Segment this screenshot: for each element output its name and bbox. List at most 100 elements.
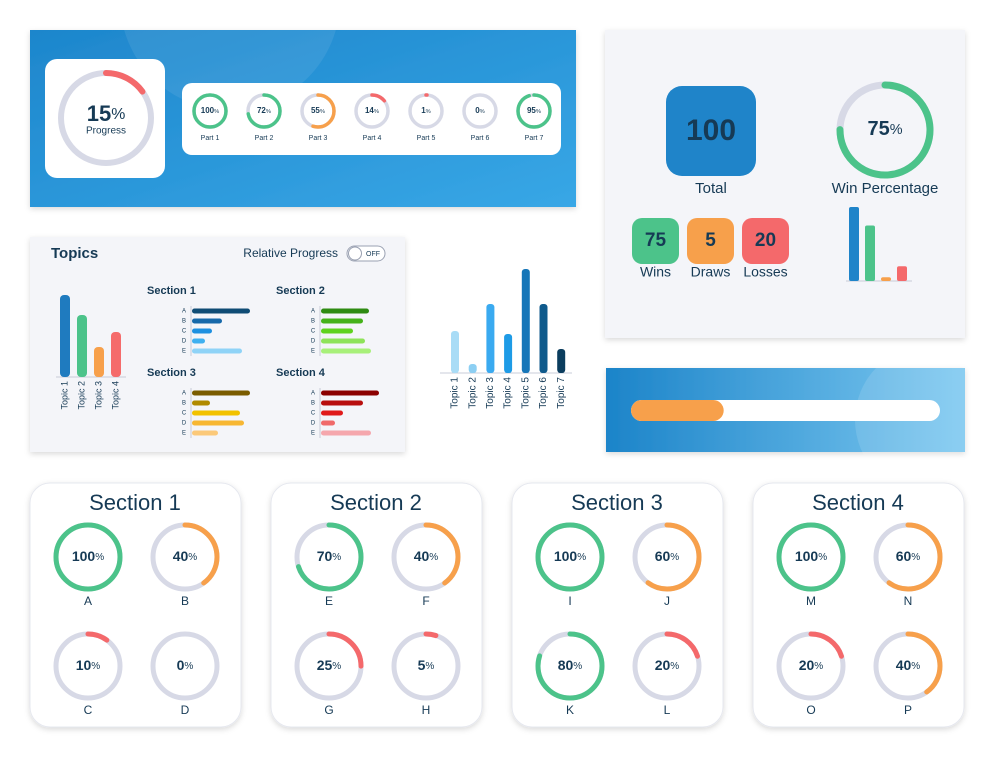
result-label: Draws	[691, 264, 731, 280]
ring-arc	[300, 93, 336, 129]
ring-value: 100%	[201, 106, 219, 115]
hbar	[192, 338, 205, 344]
ring-label: P	[904, 703, 912, 717]
total-label: Total	[695, 180, 727, 197]
bar	[60, 295, 70, 377]
ring-number: 100	[795, 548, 819, 564]
ring-number: 5	[418, 657, 426, 673]
ring-label: E	[325, 594, 333, 608]
row-label: B	[311, 401, 315, 407]
ring-number: 70	[317, 548, 333, 564]
row-label: D	[311, 339, 316, 345]
row-label: A	[182, 309, 186, 315]
hbar	[192, 348, 242, 354]
bar	[486, 304, 495, 373]
hbar	[321, 348, 371, 354]
ring-arc	[391, 522, 461, 592]
section-title: Section 2	[276, 285, 325, 297]
ring-label: N	[904, 594, 913, 608]
row-label: C	[311, 329, 316, 335]
ring-unit: %	[573, 661, 582, 672]
row-label: B	[182, 319, 186, 325]
ring-unit: %	[266, 109, 271, 115]
ring-value: 40%	[414, 548, 439, 564]
card-title: Section 4	[812, 490, 904, 515]
result-value: 75	[645, 230, 667, 251]
x-tick-label: Topic 7	[556, 377, 567, 409]
ring-value: 0%	[177, 657, 194, 673]
ring-number: 40	[896, 657, 912, 673]
ring-number: 55	[311, 106, 320, 115]
ring-unit: %	[670, 552, 679, 563]
toggle-label: Relative Progress	[243, 246, 338, 260]
ring-number: 25	[317, 657, 333, 673]
ring-track	[462, 93, 498, 129]
ring-number: 40	[414, 548, 430, 564]
ring-value: 55%	[311, 106, 325, 115]
ring-unit: %	[670, 661, 679, 672]
bar	[557, 349, 566, 373]
ring-arc	[391, 631, 461, 701]
ring-unit: %	[332, 552, 341, 563]
ring-unit: %	[214, 109, 219, 115]
result-value: 5	[705, 230, 716, 251]
result-tile	[687, 218, 734, 264]
result-tile	[632, 218, 679, 264]
row-label: B	[311, 319, 315, 325]
x-tick-label: Topic 2	[76, 381, 86, 410]
ring-label: Part 4	[363, 135, 382, 142]
x-tick-label: Topic 1	[59, 381, 69, 410]
hbar	[192, 308, 250, 314]
mini-bar	[849, 207, 859, 281]
section-card	[29, 482, 242, 728]
ring-value: 60%	[896, 548, 921, 564]
ring-label: O	[806, 703, 815, 717]
hbar	[192, 318, 222, 324]
section-title: Section 3	[147, 367, 196, 379]
row-label: E	[182, 349, 186, 355]
ring-value: 100%	[554, 548, 586, 564]
ring-value: 0%	[475, 106, 485, 115]
bar	[451, 331, 459, 373]
ring-value: 10%	[76, 657, 101, 673]
ring-arc	[354, 93, 390, 129]
hbar	[192, 410, 240, 416]
ring-label: D	[181, 703, 190, 717]
ring-unit: %	[890, 122, 903, 138]
ring-value: 40%	[173, 548, 198, 564]
ring-unit: %	[374, 109, 379, 115]
total-tile	[666, 86, 756, 176]
hbar	[321, 430, 371, 436]
ring-arc	[408, 93, 444, 129]
ring-value: 1%	[421, 106, 431, 115]
ring-arc	[294, 631, 364, 701]
ring-number: 60	[896, 548, 912, 564]
ring-number: 72	[257, 106, 266, 115]
row-label: D	[182, 339, 187, 345]
hbar	[321, 338, 365, 344]
ring-value: 14%	[365, 106, 379, 115]
row-label: A	[182, 391, 186, 397]
ring-value: 25%	[317, 657, 342, 673]
x-tick-label: Topic 5	[520, 377, 531, 409]
ring-number: 100	[201, 106, 215, 115]
row-label: A	[311, 309, 315, 315]
ring-track	[150, 631, 220, 701]
ring-unit: %	[320, 109, 325, 115]
ring-label: Part 5	[417, 135, 436, 142]
ring-arc	[516, 93, 552, 129]
x-tick-label: Topic 3	[485, 377, 496, 409]
ring-number: 14	[365, 106, 374, 115]
card-title: Section 2	[330, 490, 422, 515]
ring-label: Part 1	[201, 135, 220, 142]
hbar	[321, 400, 363, 406]
ring-arc	[535, 522, 605, 592]
panel-title: Topics	[51, 245, 98, 262]
ring-value: 100%	[795, 548, 827, 564]
ring-label: Part 6	[471, 135, 490, 142]
topics-panel	[30, 237, 405, 452]
hbar	[321, 390, 379, 396]
row-label: E	[182, 431, 186, 437]
row-label: C	[182, 411, 187, 417]
